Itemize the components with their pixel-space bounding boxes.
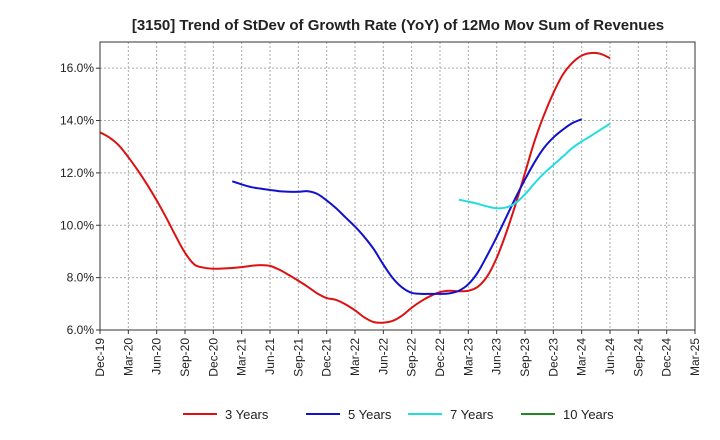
x-tick-label: Jun-20: [150, 338, 164, 375]
x-tick-label: Mar-23: [461, 338, 475, 376]
x-tick-label: Dec-23: [546, 338, 560, 377]
x-tick-label: Sep-20: [178, 338, 192, 377]
plot-border: [99, 41, 696, 331]
x-tick-label: Jun-21: [263, 338, 277, 375]
x-tick-label: Sep-23: [518, 338, 532, 377]
series-line-5-years: [231, 118, 583, 295]
x-tick-label: Sep-22: [405, 338, 419, 377]
x-tick-label: Mar-20: [121, 338, 135, 376]
legend-label-7-years: 7 Years: [450, 407, 494, 422]
series-line-7-years: [458, 122, 611, 210]
x-tick-label: Mar-25: [688, 338, 702, 376]
x-tick-label: Mar-22: [348, 338, 362, 376]
legend: 3 Years 5 Years 7 Years 10 Years: [183, 407, 614, 422]
y-tick-label: 8.0%: [67, 271, 95, 285]
x-tick-label: Dec-24: [660, 338, 674, 377]
y-tick-label: 12.0%: [60, 166, 94, 180]
x-tick-label: Mar-21: [235, 338, 249, 376]
legend-label-3-years: 3 Years: [225, 407, 269, 422]
chart-title: [3150] Trend of StDev of Growth Rate (Yo…: [132, 17, 664, 34]
plot-area: [100, 42, 695, 330]
x-tick-label: Dec-22: [433, 338, 447, 377]
y-axis: 6.0% 8.0% 10.0% 12.0% 14.0% 16.0%: [60, 61, 100, 337]
gridlines: [99, 42, 696, 331]
x-axis: Dec-19 Mar-20 Jun-20 Sep-20 Dec-20 Mar-21 Jun-…: [93, 330, 702, 377]
series-layer: [99, 51, 611, 324]
series-line-3-years: [99, 51, 611, 324]
x-tick-label: Dec-20: [206, 338, 220, 377]
legend-label-10-years: 10 Years: [563, 407, 614, 422]
y-tick-label: 16.0%: [60, 61, 94, 75]
x-tick-label: Sep-21: [291, 338, 305, 377]
x-tick-label: Jun-23: [490, 338, 504, 375]
x-tick-label: Jun-24: [603, 338, 617, 375]
y-tick-label: 10.0%: [60, 218, 94, 232]
y-tick-label: 6.0%: [67, 323, 95, 337]
x-tick-label: Sep-24: [631, 338, 645, 377]
x-tick-label: Jun-22: [376, 338, 390, 375]
x-tick-label: Dec-19: [93, 338, 107, 377]
x-tick-label: Mar-24: [575, 338, 589, 376]
x-tick-label: Dec-21: [320, 338, 334, 377]
legend-label-5-years: 5 Years: [348, 407, 392, 422]
y-tick-label: 14.0%: [60, 114, 94, 128]
